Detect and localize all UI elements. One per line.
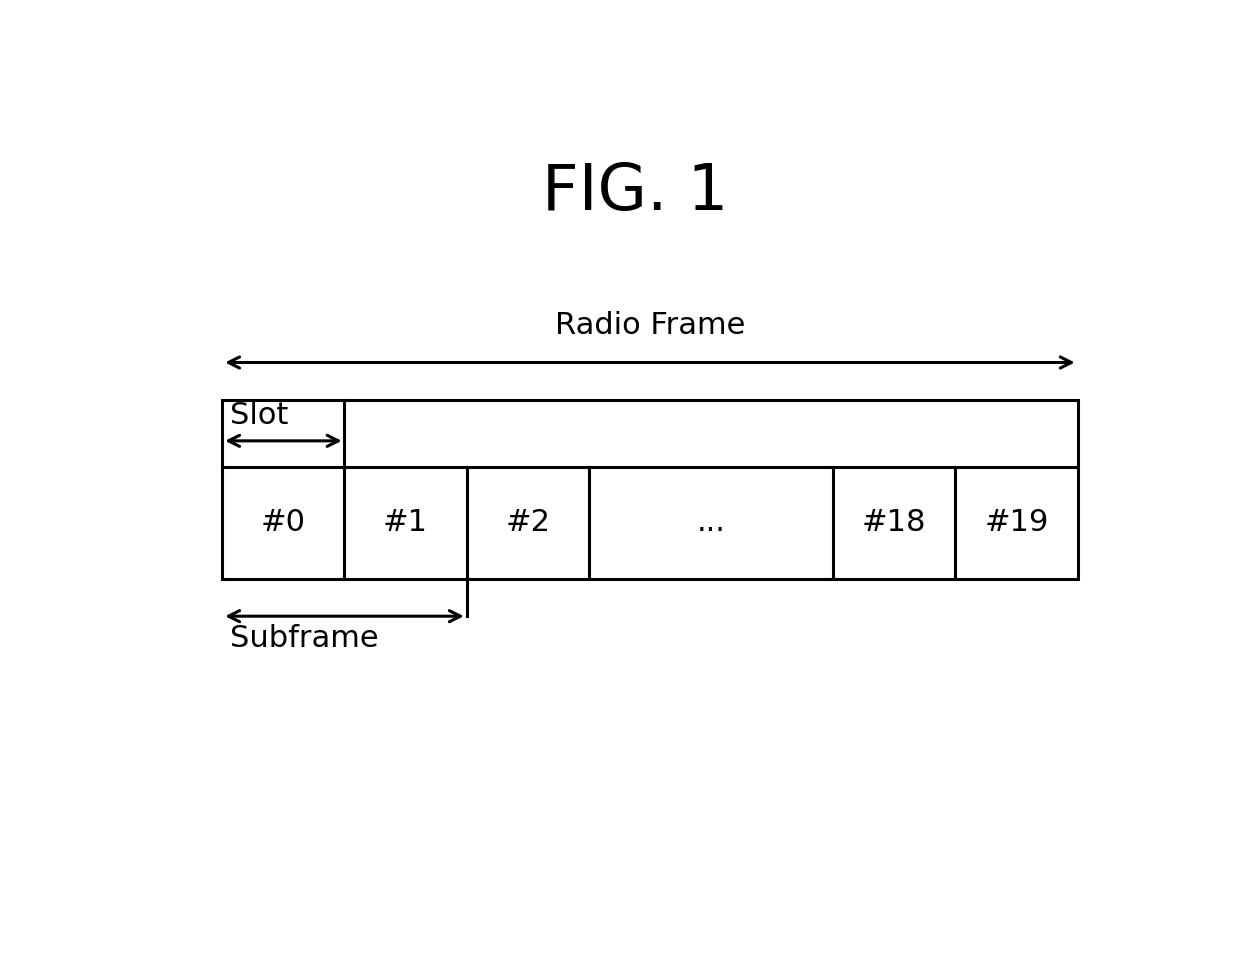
- Text: FIG. 1: FIG. 1: [542, 161, 729, 223]
- Text: #2: #2: [505, 509, 551, 538]
- Text: #1: #1: [383, 509, 428, 538]
- Text: ...: ...: [697, 509, 725, 538]
- Text: #19: #19: [985, 509, 1049, 538]
- Bar: [222, 400, 1078, 578]
- Text: #18: #18: [862, 509, 926, 538]
- Text: Radio Frame: Radio Frame: [554, 311, 745, 340]
- Text: Slot: Slot: [229, 400, 289, 429]
- Text: #0: #0: [260, 509, 306, 538]
- Text: Subframe: Subframe: [229, 624, 378, 653]
